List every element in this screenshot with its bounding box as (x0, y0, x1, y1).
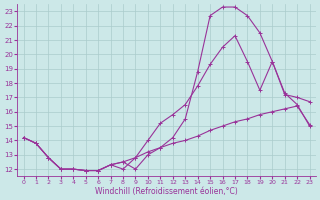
X-axis label: Windchill (Refroidissement éolien,°C): Windchill (Refroidissement éolien,°C) (95, 187, 238, 196)
